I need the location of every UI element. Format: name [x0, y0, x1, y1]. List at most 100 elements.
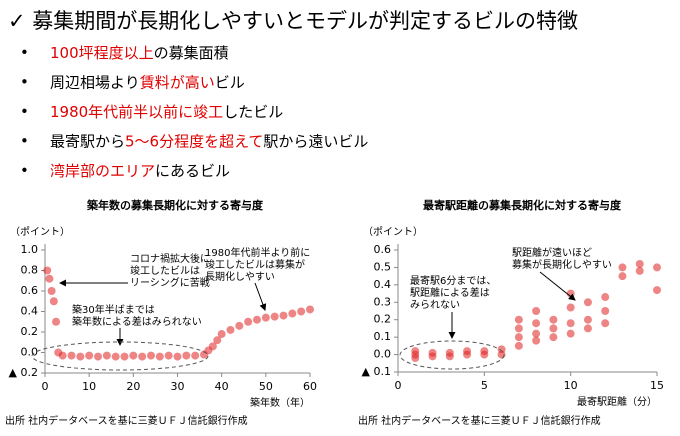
- point: [120, 352, 129, 361]
- point: [514, 315, 523, 324]
- point: [94, 352, 102, 361]
- chart-title: 築年数の募集長期化に対する寄与度: [86, 198, 264, 212]
- bullet-dot: •: [20, 103, 29, 121]
- point: [164, 351, 173, 360]
- bullet-segment: ビル: [215, 73, 245, 91]
- y-tick-label: 0.2: [374, 313, 392, 326]
- point: [601, 307, 610, 315]
- point: [583, 298, 592, 307]
- point: [463, 347, 472, 356]
- bullet-segment: 湾岸部のエリア: [50, 162, 155, 180]
- y-tick-label: ▲ 0.1: [362, 365, 391, 378]
- annotation: 築年数による差はみられない: [72, 315, 202, 328]
- highlight-ellipse: [399, 340, 505, 370]
- bullet: 1980年代前半以前に竣工したビル: [50, 103, 283, 121]
- y-axis-label: （ポイント）: [10, 226, 70, 238]
- annotation: 駅距離が遠いほど: [512, 246, 592, 259]
- y-tick-label: 0.1: [374, 330, 392, 343]
- y-tick-label: 0.2: [21, 325, 39, 338]
- point: [111, 352, 120, 361]
- point: [129, 351, 138, 360]
- x-axis-label: 最寄駅距離（分）: [577, 395, 657, 408]
- point: [102, 351, 111, 360]
- bullet-segment: 5～6分程度を超えて: [125, 132, 263, 150]
- point: [253, 315, 261, 324]
- point: [480, 347, 489, 356]
- point: [514, 341, 523, 350]
- y-tick-label: 0.5: [374, 260, 392, 273]
- point: [58, 351, 67, 360]
- bullet: 湾岸部のエリアにあるビル: [50, 162, 230, 180]
- point: [235, 321, 244, 330]
- x-tick-label: 20: [126, 380, 140, 393]
- bullet-segment: したビル: [223, 103, 283, 121]
- bullet-segment: にあるビル: [155, 162, 230, 180]
- point: [635, 266, 644, 275]
- point: [618, 263, 627, 272]
- point: [653, 286, 661, 295]
- arrow: [254, 282, 267, 311]
- point: [497, 345, 506, 354]
- point: [244, 317, 253, 326]
- point: [583, 315, 592, 324]
- x-axis-label: 築年数（年）: [250, 396, 310, 409]
- point: [566, 319, 575, 328]
- x-tick-label: 15: [650, 379, 664, 392]
- point: [306, 305, 314, 314]
- point: [270, 312, 279, 321]
- y-tick-label: 0.4: [21, 305, 39, 318]
- x-tick-label: 30: [171, 380, 185, 393]
- point: [76, 352, 85, 361]
- x-tick-label: 5: [481, 379, 488, 392]
- bullet-dot: •: [20, 44, 29, 62]
- source: 出所 社内データベースを基に三菱ＵＦＪ信託銀行作成: [5, 414, 248, 427]
- annotation: 竣工したビルは: [130, 264, 200, 277]
- point: [532, 319, 541, 328]
- x-tick-label: 50: [259, 380, 273, 393]
- bullet-dot: •: [20, 73, 29, 91]
- point: [601, 319, 610, 328]
- point: [213, 336, 222, 345]
- point: [191, 351, 200, 360]
- source: 出所 社内データベースを基に三菱ＵＦＪ信託銀行作成: [358, 414, 601, 427]
- point: [549, 324, 558, 333]
- annotation: 駅距離による差は: [410, 286, 490, 299]
- annotation: リーシングに苦戦: [130, 276, 210, 289]
- point: [279, 311, 288, 320]
- point: [155, 352, 164, 361]
- annotation: 長期化しやすい: [205, 270, 275, 283]
- point: [217, 330, 226, 339]
- point: [52, 317, 61, 326]
- point: [549, 315, 558, 324]
- y-tick-label: 1.0: [21, 243, 39, 256]
- point: [566, 329, 575, 338]
- y-tick-label: 0.8: [21, 264, 39, 277]
- bullet-segment: の募集面積: [154, 44, 229, 62]
- point: [261, 313, 270, 322]
- point: [514, 324, 523, 333]
- point: [532, 307, 541, 315]
- arrow: [539, 271, 576, 301]
- y-tick-label: 0.6: [21, 284, 39, 297]
- x-tick-label: 40: [215, 380, 229, 393]
- bullet-dot: •: [20, 162, 29, 180]
- bullet-segment: 賃料が高い: [140, 73, 215, 91]
- y-tick-label: ▲ 0.2: [9, 366, 38, 379]
- point: [147, 351, 155, 360]
- annotation: 最寄駅6分までは、: [410, 274, 496, 287]
- point: [45, 274, 54, 283]
- bullet: 周辺相場より賃料が高いビル: [50, 73, 245, 91]
- y-tick-label: 0.0: [21, 346, 39, 359]
- bullet-segment: 最寄駅から: [50, 132, 125, 150]
- point: [428, 348, 437, 357]
- x-tick-label: 10: [82, 380, 96, 393]
- point: [653, 263, 661, 272]
- point: [208, 342, 217, 351]
- point: [43, 266, 52, 275]
- x-tick-label: 60: [303, 380, 317, 393]
- point: [601, 293, 610, 302]
- y-tick-label: 0.3: [374, 295, 392, 308]
- point: [138, 352, 147, 361]
- x-tick-label: 0: [395, 379, 402, 392]
